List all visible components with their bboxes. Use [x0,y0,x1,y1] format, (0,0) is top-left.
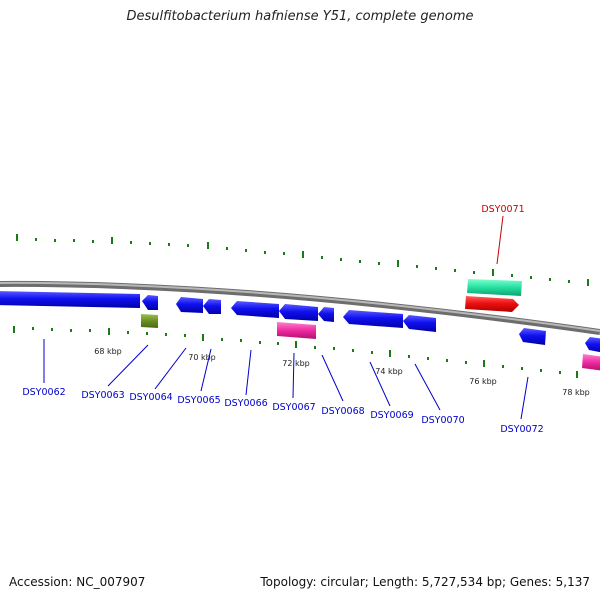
leader-line-dsy0071 [496,215,504,265]
gene-box-olive[interactable] [141,314,158,328]
gene-arrow-dsy0064[interactable] [176,297,203,313]
gene-box-pink-edge[interactable] [582,354,600,371]
leader-line-dsy0064 [154,347,187,390]
leader-line-dsy0069 [369,361,391,407]
gene-arrow-dsy0071-green[interactable] [467,279,522,296]
scale-label-70: 70 kbp [188,353,216,362]
gene-label[interactable]: DSY0069 [370,410,413,421]
gene-label[interactable]: DSY0064 [129,392,172,403]
scale-label-76: 76 kbp [469,377,497,386]
gene-arrow-dsy0068[interactable] [318,307,334,322]
outer-tick-track [16,234,589,286]
reverse-strand-genes [0,291,600,371]
gene-label[interactable]: DSY0062 [22,387,65,398]
leader-line-dsy0067 [292,352,295,399]
gene-label[interactable]: DSY0072 [500,424,543,435]
gene-arrow-dsy0062[interactable] [0,291,140,308]
scale-label-78: 78 kbp [562,388,590,397]
gene-arrow-edge-right[interactable] [585,337,600,353]
leader-line-dsy0066 [245,349,252,396]
topology-text: Topology: circular; Length: 5,727,534 bp… [260,575,590,589]
gene-arrow-dsy0066[interactable] [231,301,279,318]
genome-backbone [0,280,600,335]
gene-label[interactable]: DSY0065 [177,395,220,406]
leader-line-dsy0070 [414,363,441,411]
leader-line-dsy0068 [321,354,344,402]
gene-arrow-dsy0067[interactable] [279,304,318,321]
gene-label[interactable]: DSY0070 [421,415,464,426]
gene-label[interactable]: DSY0067 [272,402,315,413]
gene-arrow-dsy0065[interactable] [203,299,221,314]
gene-arrow-dsy0069[interactable] [343,310,403,328]
gene-label[interactable]: DSY0063 [81,390,124,401]
gene-label[interactable]: DSY0066 [224,398,267,409]
scale-label-68: 68 kbp [94,347,122,356]
gene-arrow-dsy0072[interactable] [519,328,546,345]
scale-label-72: 72 kbp [282,359,310,368]
accession-text: Accession: NC_007907 [9,575,146,589]
gene-arrow-dsy0063[interactable] [142,295,158,310]
leader-line-dsy0065 [200,348,212,392]
gene-arrow-dsy0071-red[interactable] [465,296,519,312]
gene-box-pink[interactable] [277,322,316,339]
scale-label-74: 74 kbp [375,367,403,376]
genome-title: Desulfitobacterium hafniense Y51, comple… [126,9,474,24]
leader-line-dsy0072 [520,376,529,420]
gene-arrow-dsy0070[interactable] [403,315,436,332]
inner-tick-track [13,326,578,378]
leader-line-dsy0063 [107,344,149,387]
gene-label[interactable]: DSY0071 [481,204,524,215]
gene-label[interactable]: DSY0068 [321,406,364,417]
